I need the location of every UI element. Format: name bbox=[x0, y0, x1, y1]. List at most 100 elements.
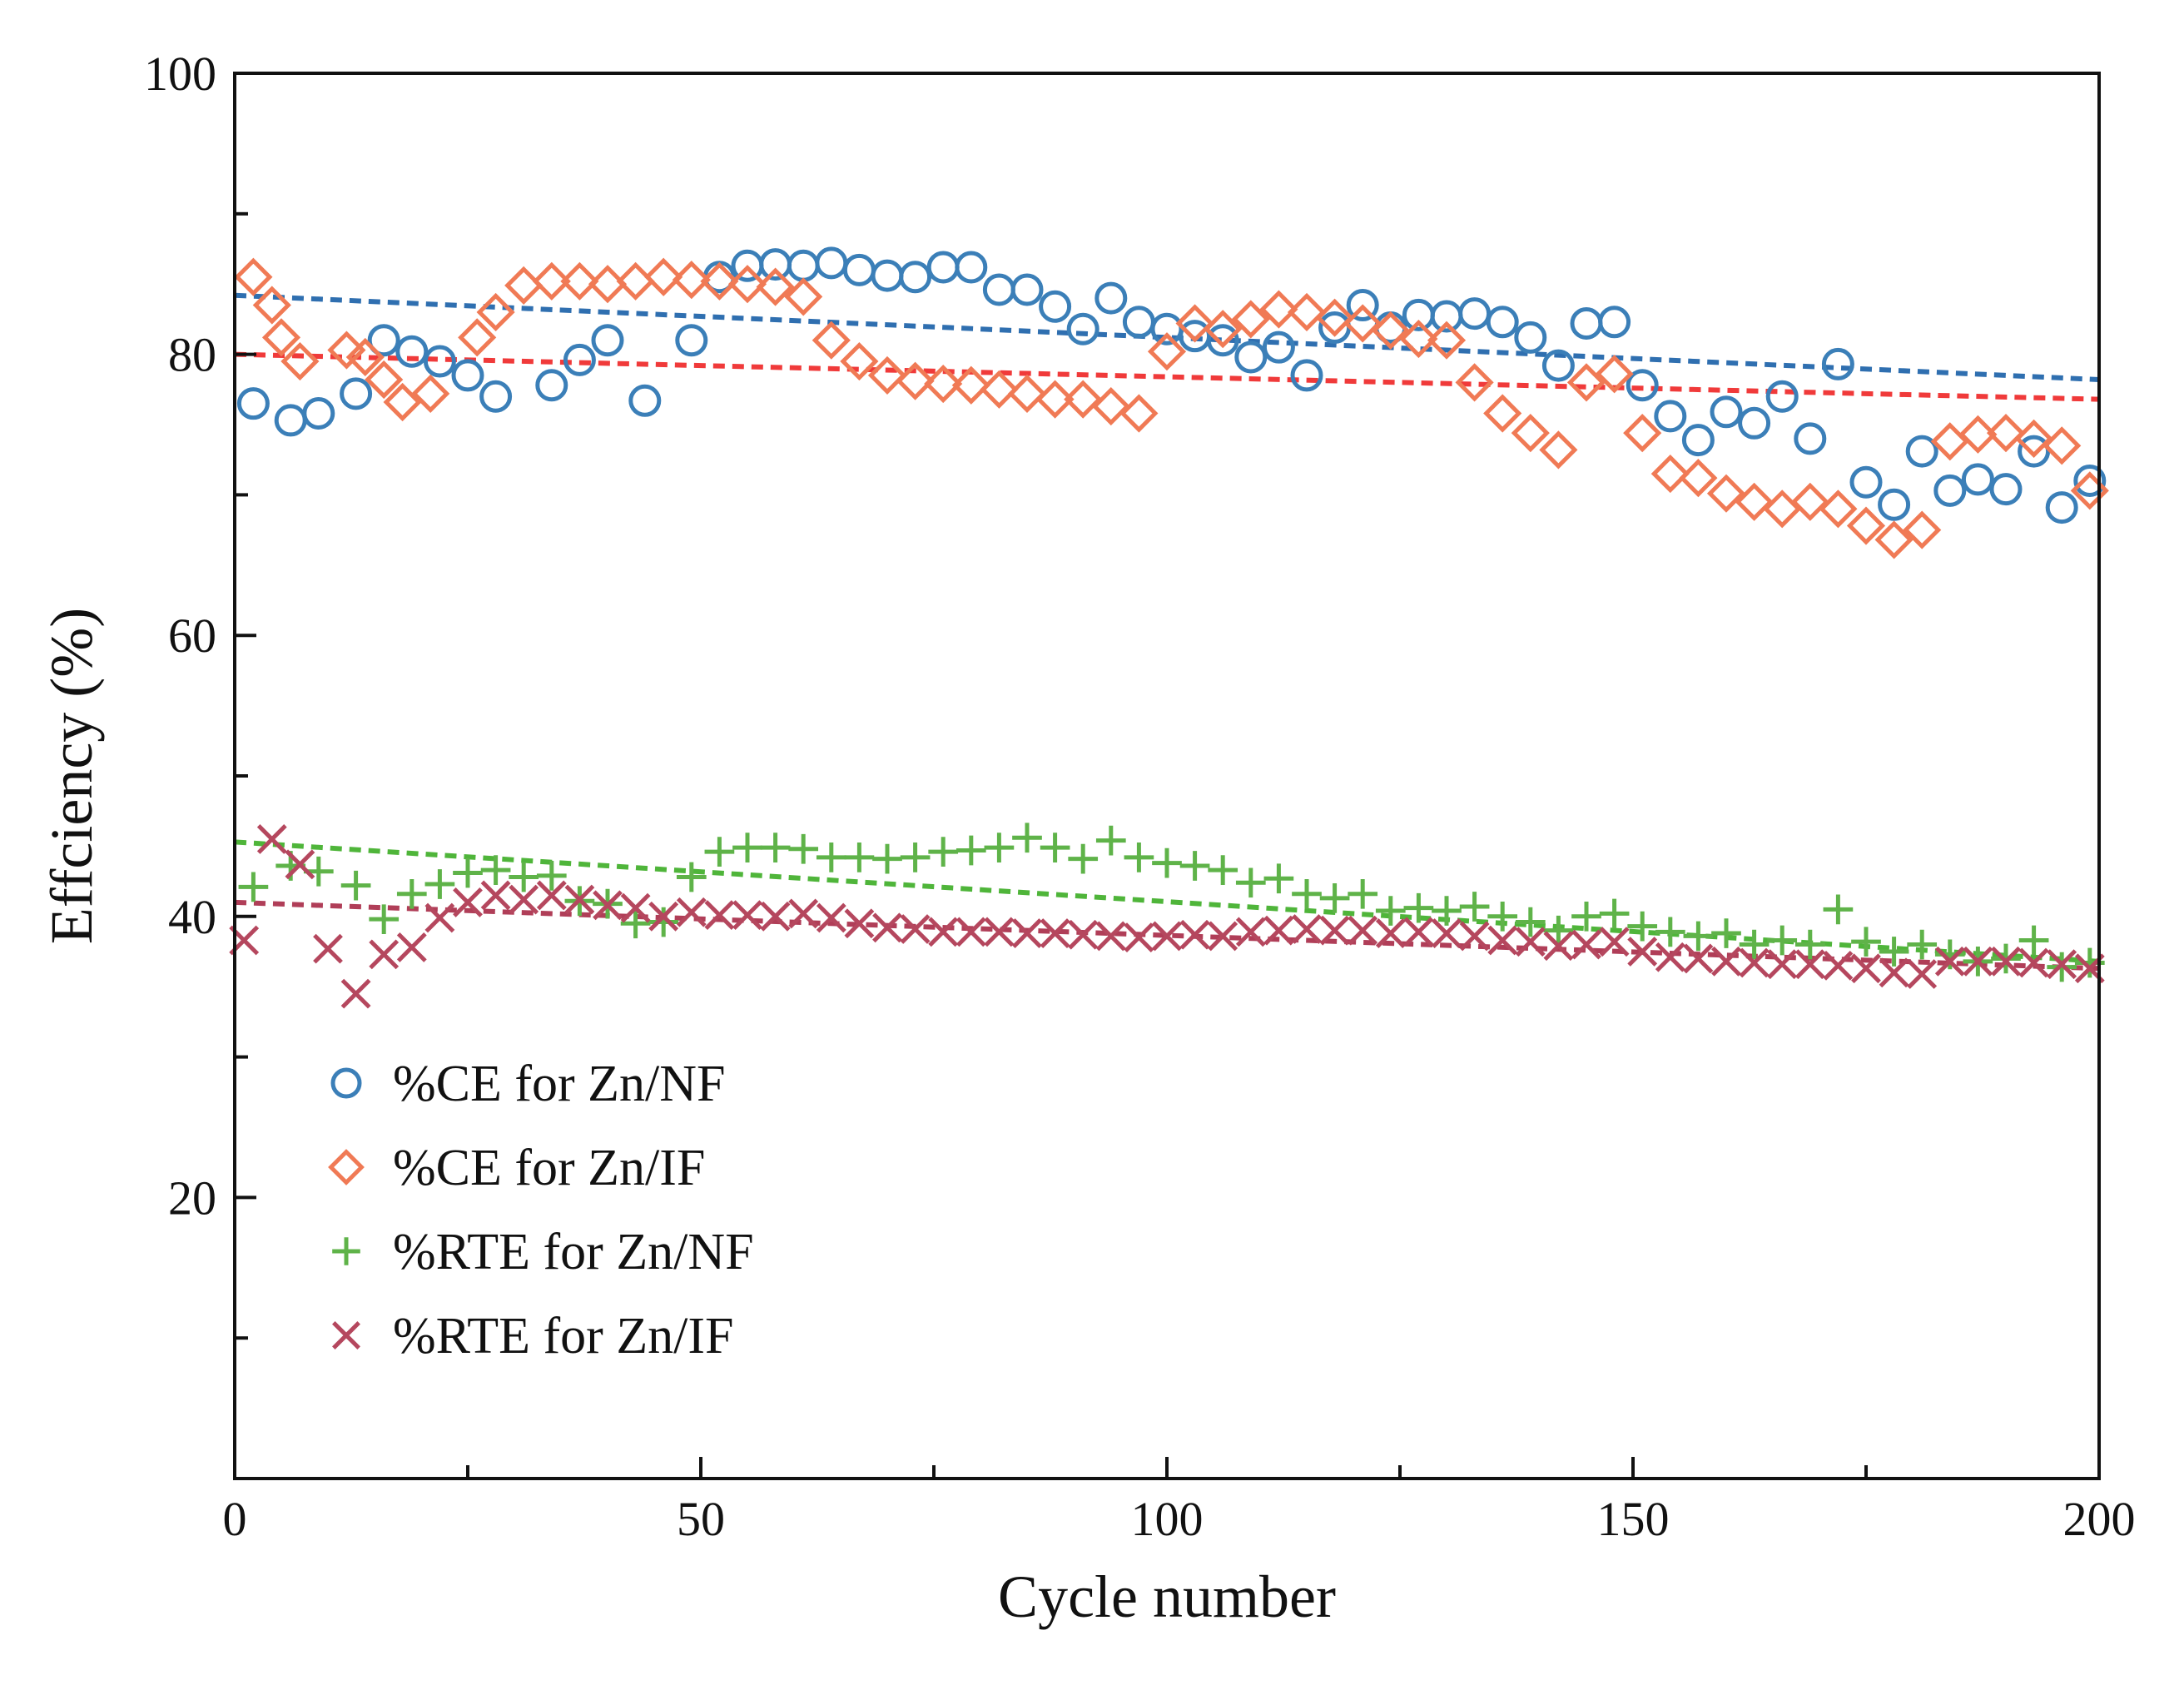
data-point bbox=[815, 246, 848, 280]
y-tick-label: 40 bbox=[168, 890, 216, 944]
data-point bbox=[1683, 921, 1714, 952]
legend: %CE for Zn/NF %CE for Zn/IF %RTE for Zn/NF… bbox=[328, 1056, 754, 1364]
data-point bbox=[1627, 911, 1658, 942]
data-point bbox=[704, 837, 735, 867]
data-point bbox=[1846, 506, 1886, 545]
data-point bbox=[1851, 927, 1881, 957]
data-point bbox=[1933, 474, 1967, 507]
data-point bbox=[424, 902, 455, 933]
data-point bbox=[1543, 915, 1574, 946]
data-point bbox=[591, 324, 624, 357]
y-tick-label: 100 bbox=[144, 47, 216, 101]
data-point bbox=[759, 248, 792, 281]
data-point bbox=[536, 880, 567, 911]
data-point bbox=[1958, 415, 1998, 454]
series-1 bbox=[236, 246, 2107, 524]
data-point bbox=[955, 251, 988, 284]
data-point bbox=[593, 890, 623, 921]
data-point bbox=[369, 904, 400, 935]
data-point bbox=[1403, 892, 1434, 923]
data-point bbox=[1738, 406, 1771, 440]
data-point bbox=[340, 377, 373, 410]
data-point bbox=[1371, 311, 1410, 350]
data-point bbox=[1010, 273, 1044, 306]
data-point bbox=[1122, 306, 1155, 339]
data-point bbox=[844, 843, 875, 872]
data-point bbox=[1650, 454, 1690, 494]
data-point bbox=[1710, 395, 1743, 429]
data-point bbox=[327, 331, 366, 370]
data-point bbox=[1068, 843, 1099, 874]
data-point bbox=[252, 286, 291, 325]
legend-label: %RTE for Zn/NF bbox=[393, 1224, 754, 1280]
data-point bbox=[1539, 430, 1578, 470]
data-point bbox=[1319, 915, 1350, 946]
data-point bbox=[1235, 867, 1266, 898]
data-point bbox=[1206, 324, 1239, 357]
data-point bbox=[787, 249, 820, 282]
data-point bbox=[620, 908, 651, 939]
data-point bbox=[1681, 424, 1715, 457]
data-point bbox=[509, 884, 539, 915]
data-point bbox=[395, 335, 429, 368]
data-point bbox=[1570, 306, 1603, 340]
data-point bbox=[480, 855, 511, 885]
data-point bbox=[704, 900, 735, 931]
data-point bbox=[560, 261, 599, 301]
tick-labels: 0 50 100 150 200 20 40 60 80 100 bbox=[144, 47, 2136, 1546]
data-point bbox=[842, 253, 876, 286]
data-point bbox=[1763, 490, 1802, 529]
data-point bbox=[648, 907, 679, 937]
data-point bbox=[1459, 892, 1490, 922]
data-point bbox=[1348, 878, 1378, 909]
legend-item: %CE for Zn/IF bbox=[328, 1140, 705, 1196]
legend-marker bbox=[332, 1321, 360, 1350]
data-point bbox=[899, 261, 932, 294]
data-point bbox=[1179, 851, 1210, 881]
data-point bbox=[1152, 847, 1182, 878]
y-tick-label: 60 bbox=[168, 609, 216, 663]
data-point bbox=[788, 898, 819, 929]
data-point bbox=[1427, 321, 1467, 360]
data-point bbox=[1874, 520, 1913, 559]
data-point bbox=[302, 396, 335, 430]
data-point bbox=[1711, 918, 1741, 948]
data-point bbox=[1907, 959, 1938, 989]
data-point bbox=[1903, 510, 1942, 549]
data-point bbox=[1851, 953, 1881, 984]
data-point bbox=[1263, 863, 1294, 894]
data-point bbox=[256, 824, 287, 854]
data-point bbox=[451, 359, 484, 392]
data-point bbox=[1879, 957, 1909, 988]
data-point bbox=[453, 857, 483, 888]
data-point bbox=[1823, 950, 1854, 981]
data-point bbox=[1767, 925, 1798, 956]
data-point bbox=[423, 345, 456, 378]
data-point bbox=[1541, 349, 1575, 382]
trend-line-2 bbox=[234, 351, 2100, 402]
data-point bbox=[1179, 320, 1212, 353]
data-point bbox=[1315, 298, 1354, 337]
data-point bbox=[1179, 919, 1210, 950]
data-point bbox=[1683, 943, 1714, 974]
data-point bbox=[261, 318, 301, 357]
data-point bbox=[956, 835, 986, 866]
y-tick-label: 80 bbox=[168, 328, 216, 382]
data-point bbox=[1150, 312, 1184, 345]
data-point bbox=[844, 908, 875, 939]
data-point bbox=[1735, 482, 1774, 521]
data-point bbox=[509, 862, 539, 892]
data-point bbox=[453, 887, 483, 917]
data-point bbox=[867, 355, 907, 395]
data-point bbox=[1595, 355, 1634, 394]
data-point bbox=[1204, 310, 1243, 349]
data-point bbox=[1259, 290, 1298, 329]
data-point bbox=[1543, 931, 1574, 962]
data-points bbox=[229, 246, 2109, 1009]
data-point bbox=[1794, 949, 1825, 980]
data-point bbox=[1821, 347, 1854, 380]
data-point bbox=[1039, 290, 1072, 323]
data-point bbox=[1346, 289, 1379, 322]
data-point bbox=[1566, 363, 1606, 402]
legend-item: %RTE for Zn/NF bbox=[332, 1224, 754, 1280]
